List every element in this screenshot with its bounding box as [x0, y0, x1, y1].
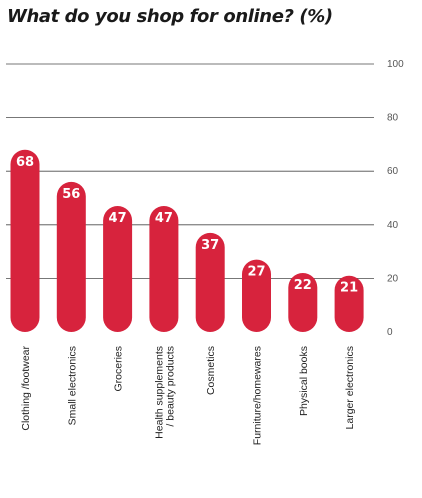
x-tick-label: / beauty products [164, 346, 176, 427]
bar-group: 47 [103, 206, 133, 332]
bar-value-label: 68 [16, 155, 34, 170]
x-tick-label: Furniture/homewares [252, 346, 264, 445]
bar-value-label: 22 [294, 278, 312, 293]
x-tick-label: Small electronics [66, 346, 78, 425]
x-tick-label: Groceries [113, 346, 125, 392]
bar-value-label: 56 [62, 187, 80, 202]
bar-value-label: 47 [155, 211, 173, 226]
bar-value-label: 47 [109, 211, 127, 226]
y-tick-label: 80 [387, 113, 399, 124]
x-tick-label: Larger electronics [344, 346, 356, 429]
bar-group: 21 [334, 275, 364, 332]
x-tick-label: Physical books [298, 346, 310, 416]
bar [103, 206, 133, 332]
bar-group: 68 [10, 149, 40, 332]
x-tick-label: Clothing /footwear [20, 346, 32, 431]
y-tick-label: 20 [387, 273, 399, 284]
bar-value-label: 27 [247, 265, 265, 280]
y-tick-label: 100 [387, 59, 404, 70]
bar [334, 275, 364, 332]
bar-value-label: 21 [340, 281, 358, 296]
chart-title: What do you shop for online? (%) [7, 6, 333, 27]
bar [195, 232, 225, 332]
y-tick-label: 40 [387, 220, 399, 231]
bar-value-label: 37 [201, 238, 219, 253]
bars: 68 56 47 47 37 27 22 21 [10, 149, 364, 332]
x-tick-label: Cosmetics [205, 346, 217, 395]
bar-group: 56 [56, 181, 86, 332]
bar-group: 22 [288, 273, 318, 332]
y-axis-ticks: 0 20 40 60 80 100 [387, 59, 404, 338]
bar-group: 37 [195, 232, 225, 332]
bar-group: 47 [149, 206, 179, 332]
bar-group: 27 [242, 259, 271, 332]
x-axis-labels: Clothing /footwear Small electronics Groce… [20, 346, 356, 446]
bar [56, 181, 86, 332]
y-tick-label: 0 [387, 327, 393, 338]
bar [288, 273, 318, 332]
bar [10, 149, 40, 332]
y-tick-label: 60 [387, 166, 399, 177]
x-tick-label: Health supplements [153, 346, 165, 439]
bar [242, 259, 271, 332]
bar [149, 206, 179, 332]
